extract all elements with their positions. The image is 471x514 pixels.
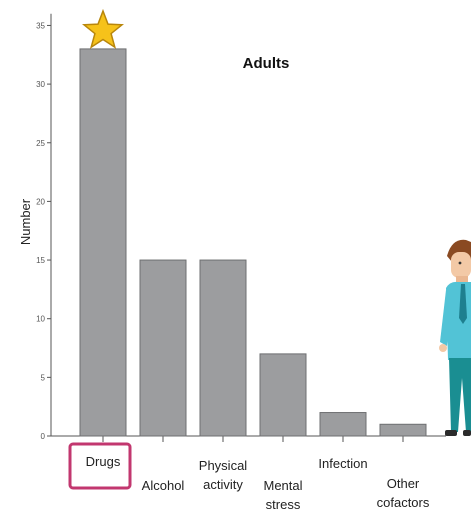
y-axis-label: Number [18, 198, 33, 245]
bar [79, 48, 127, 437]
chart-title: Adults [243, 55, 290, 72]
category-label: Infection [318, 456, 367, 471]
bar [319, 412, 367, 437]
decorations [68, 8, 471, 490]
bar [379, 423, 427, 437]
y-tick-label: 25 [36, 139, 45, 148]
y-tick-label: 5 [41, 373, 46, 382]
category-label: Physical activity [199, 458, 248, 492]
category-label: Drugs [86, 454, 121, 469]
bar [259, 353, 307, 437]
y-tick-label: 30 [36, 80, 45, 89]
bar [199, 259, 247, 437]
highlight-box [68, 442, 132, 490]
star-icon [81, 8, 125, 49]
y-tick-label: 15 [36, 256, 45, 265]
bars [79, 48, 427, 437]
bar [139, 259, 187, 437]
category-label: Alcohol [142, 478, 185, 493]
y-tick-label: 10 [36, 315, 45, 324]
y-tick-label: 0 [41, 432, 46, 441]
y-tick-label: 35 [36, 21, 45, 30]
category-labels: Drugs Alcohol Physical activity Mental stress… [86, 454, 430, 512]
category-label: Other cofactors [377, 476, 430, 510]
cartoon-man-figure [439, 239, 471, 436]
y-tick-label: 20 [36, 197, 45, 206]
category-label: Mental stress [263, 478, 302, 512]
